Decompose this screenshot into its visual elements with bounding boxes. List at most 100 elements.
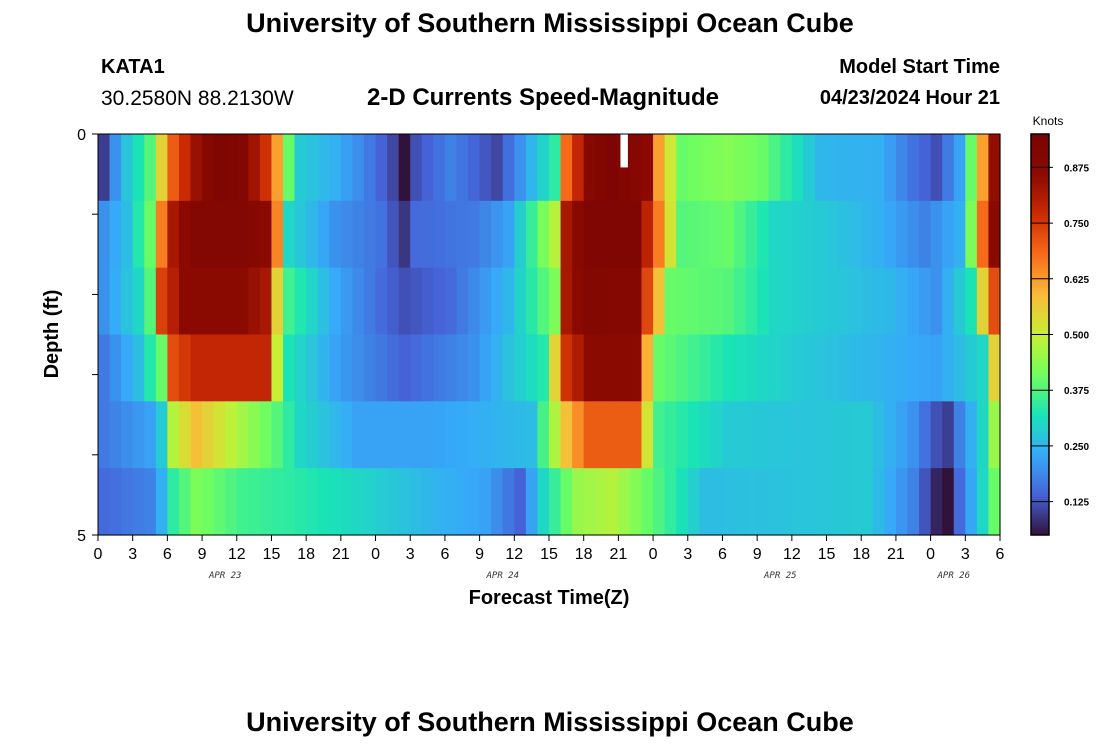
heatmap-cell (618, 200, 631, 269)
y-tick-label: 0 (77, 127, 86, 144)
heatmap-cell (629, 200, 643, 269)
heatmap-cell (294, 134, 307, 202)
heatmap-cell (294, 468, 307, 536)
x-tick-label: 12 (228, 546, 246, 563)
heatmap-cell (676, 401, 689, 469)
heatmap-cell (283, 468, 296, 536)
heatmap-cell (225, 267, 238, 336)
heatmap-cell (930, 401, 943, 469)
heatmap-cell (98, 267, 111, 336)
heatmap-cell (722, 200, 735, 269)
x-tick-label: 18 (575, 546, 593, 563)
heatmap-cell (444, 401, 458, 469)
heatmap-cell (976, 200, 990, 269)
heatmap-cell (826, 401, 839, 469)
heatmap-cell (687, 401, 700, 469)
heatmap-cell (363, 267, 377, 336)
heatmap-cell (190, 267, 203, 336)
heatmap-cell (919, 401, 932, 469)
heatmap-cell (583, 401, 596, 469)
heatmap-cell (155, 334, 168, 402)
heatmap-cell (583, 134, 596, 202)
heatmap-cell (699, 334, 712, 402)
heatmap-cell (814, 468, 828, 536)
heatmap-cell (468, 334, 481, 402)
heatmap-cell (768, 401, 781, 469)
heatmap-cell (456, 401, 469, 469)
heatmap-cell (606, 468, 619, 536)
heatmap-cell (271, 401, 284, 469)
heatmap-cell (537, 267, 550, 336)
heatmap-cell (653, 134, 666, 202)
heatmap-cell (572, 267, 585, 336)
heatmap-cell (560, 468, 573, 536)
colorbar-tick-label: 0.125 (1064, 498, 1089, 509)
heatmap-cell (352, 200, 365, 269)
heatmap-cell (329, 401, 342, 469)
heatmap-cell (121, 134, 134, 202)
x-tick-label: 3 (128, 546, 137, 563)
x-tick-label: 15 (263, 546, 281, 563)
heatmap-cell (699, 134, 712, 202)
heatmap-cell (398, 334, 411, 402)
heatmap-cell (907, 267, 920, 336)
date-label: APR 23 (208, 571, 242, 581)
x-tick-label: 0 (649, 546, 658, 563)
model-start-value: 04/23/2024 Hour 21 (819, 87, 1000, 109)
heatmap-cell (768, 267, 781, 336)
heatmap-cell (595, 334, 608, 402)
heatmap-cell (236, 401, 249, 469)
heatmap-cell (525, 200, 539, 269)
heatmap-cell (132, 134, 145, 202)
heatmap-cell (283, 334, 296, 402)
heatmap-cell (340, 401, 354, 469)
heatmap-cell (271, 134, 284, 202)
heatmap-cell (178, 334, 192, 402)
heatmap-cell (757, 334, 770, 402)
x-tick-label: 3 (683, 546, 692, 563)
heatmap-cell (491, 200, 504, 269)
colorbar-tick-label: 0.625 (1064, 275, 1089, 286)
heatmap-cell (664, 334, 677, 402)
heatmap-cell (734, 200, 747, 269)
heatmap-cell (109, 267, 122, 336)
heatmap-cell (710, 134, 724, 202)
heatmap-cell (861, 334, 874, 402)
x-tick-label: 0 (371, 546, 380, 563)
heatmap-cell (456, 468, 469, 536)
heatmap-cell (537, 200, 550, 269)
heatmap-cell (306, 334, 319, 402)
heatmap-cell (398, 468, 411, 536)
heatmap-cell (109, 468, 122, 536)
heatmap-cell (768, 134, 781, 202)
heatmap-cell (456, 200, 469, 269)
heatmap-cell (190, 401, 203, 469)
heatmap-cell (236, 200, 249, 269)
heatmap-cell (98, 134, 111, 202)
heatmap-cell (919, 267, 932, 336)
heatmap-cell (375, 200, 388, 269)
heatmap-cell (884, 334, 897, 402)
heatmap-cell (468, 468, 481, 536)
heatmap-cell (444, 134, 458, 202)
heatmap-cell (976, 267, 990, 336)
heatmap-cell (387, 134, 400, 202)
heatmap-cell (502, 334, 515, 402)
heatmap-cell (283, 267, 296, 336)
heatmap-cell (271, 334, 284, 402)
station-id: KATA1 (101, 56, 165, 78)
heatmap-cell (641, 134, 654, 202)
heatmap-cell (757, 468, 770, 536)
heatmap-cell (121, 468, 134, 536)
heatmap-cell (444, 267, 458, 336)
heatmap-cell (814, 401, 828, 469)
heatmap-cell (213, 334, 226, 402)
heatmap-cell (687, 134, 700, 202)
heatmap-cell (514, 401, 527, 469)
heatmap-cell (178, 468, 192, 536)
heatmap-cell (757, 134, 770, 202)
heatmap-cell (676, 267, 689, 336)
heatmap-cell (884, 468, 897, 536)
heatmap-cell (549, 334, 562, 402)
heatmap-cell (202, 200, 215, 269)
